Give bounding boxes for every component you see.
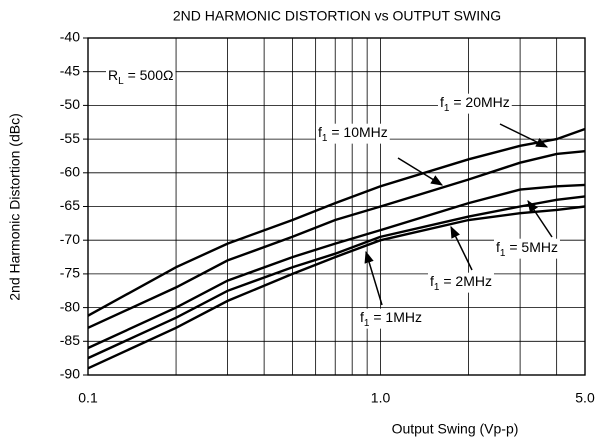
series-line [87, 205, 586, 370]
annotation: f1 = 1MHz [358, 308, 424, 329]
annotation-main: R [108, 67, 118, 83]
chart-title: 2ND HARMONIC DISTORTION vs OUTPUT SWING [173, 8, 501, 24]
y-axis-label: 2nd Harmonic Distortion (dBc) [7, 113, 23, 301]
annotation-text: RL = 500Ω [108, 67, 173, 87]
annotation-bg [106, 66, 176, 87]
annotation-bg [316, 123, 390, 144]
annotation-main: f [360, 309, 364, 325]
x-tick-label: 1.0 [371, 390, 391, 406]
annotation-sub: 1 [322, 133, 328, 144]
y-tick-label: -90 [60, 366, 80, 382]
series-line [87, 150, 586, 329]
y-tick-label: -85 [60, 332, 80, 348]
series-line [87, 195, 586, 360]
annotation-sub: 1 [500, 248, 506, 259]
annotation: f1 = 20MHz [438, 93, 512, 114]
annotation-sub: 1 [364, 318, 370, 329]
annotation-main: f [440, 94, 444, 110]
annotation-sub: 1 [444, 103, 450, 114]
annotation-rest: = 2MHz [439, 273, 492, 289]
annotation-text: f1 = 20MHz [440, 94, 510, 114]
y-tick-label: -80 [60, 298, 80, 314]
annotation-main: f [430, 273, 434, 289]
annotation-arrow [397, 157, 444, 186]
annotation-bg [428, 272, 494, 293]
annotation-main: f [318, 124, 322, 140]
annotation-arrow [364, 250, 383, 306]
annotation: f1 = 2MHz [428, 272, 494, 293]
annotation-arrow [499, 123, 549, 148]
series-line [87, 183, 586, 350]
annotation-rest: = 5MHz [505, 239, 558, 255]
y-tick-label: -40 [60, 29, 80, 45]
annotation-bg [438, 93, 512, 114]
x-axis-label: Output Swing (Vp-p) [392, 421, 519, 437]
annotation: RL = 500Ω [106, 66, 176, 87]
annotation: f1 = 5MHz [494, 238, 560, 259]
annotation-text: f1 = 1MHz [360, 309, 422, 329]
annotation-main: f [496, 239, 500, 255]
annotation-rest: = 1MHz [369, 309, 422, 325]
series-line [87, 127, 586, 317]
x-tick-label: 0.1 [78, 390, 98, 406]
annotation-rest: = 10MHz [327, 124, 387, 140]
x-tick-label: 5.0 [575, 390, 595, 406]
annotation-bg [358, 308, 424, 329]
annotation-text: f1 = 2MHz [430, 273, 492, 293]
annotation-rest: = 20MHz [449, 94, 509, 110]
y-tick-label: -55 [60, 130, 80, 146]
annotation-sub: 1 [434, 282, 440, 293]
y-tick-label: -65 [60, 197, 80, 213]
y-tick-label: -60 [60, 164, 80, 180]
annotation-arrow [450, 225, 473, 271]
y-tick-label: -50 [60, 96, 80, 112]
y-tick-label: -45 [60, 62, 80, 78]
annotation-text: f1 = 10MHz [318, 124, 388, 144]
annotation-arrow [527, 200, 553, 238]
annotation: f1 = 10MHz [316, 123, 390, 144]
annotation-rest: = 500Ω [124, 67, 174, 83]
annotation-sub: L [118, 76, 124, 87]
y-tick-label: -70 [60, 231, 80, 247]
annotation-bg [494, 238, 560, 259]
annotation-text: f1 = 5MHz [496, 239, 558, 259]
y-tick-label: -75 [60, 265, 80, 281]
